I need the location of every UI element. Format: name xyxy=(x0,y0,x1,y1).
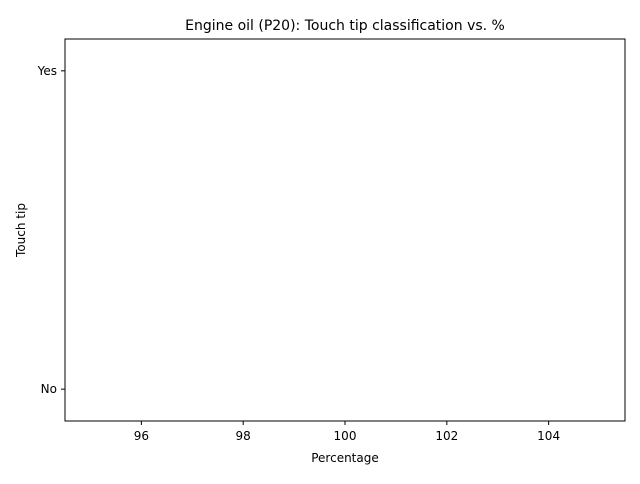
x-axis-label: Percentage xyxy=(311,451,379,465)
plot-area-frame xyxy=(64,38,626,422)
x-tick-label: 102 xyxy=(435,429,458,443)
y-tick-label: No xyxy=(41,382,57,396)
x-tick-label: 96 xyxy=(134,429,149,443)
y-axis-label: Touch tip xyxy=(14,203,28,258)
x-axis-ticks: 96 98 100 102 104 xyxy=(134,421,560,443)
y-tick-label: Yes xyxy=(37,64,57,78)
y-axis-ticks: No Yes xyxy=(37,64,65,396)
x-tick-label: 98 xyxy=(236,429,251,443)
x-tick-label: 104 xyxy=(537,429,560,443)
chart-title: Engine oil (P20): Touch tip classificati… xyxy=(185,18,505,34)
x-tick-label: 100 xyxy=(334,429,357,443)
